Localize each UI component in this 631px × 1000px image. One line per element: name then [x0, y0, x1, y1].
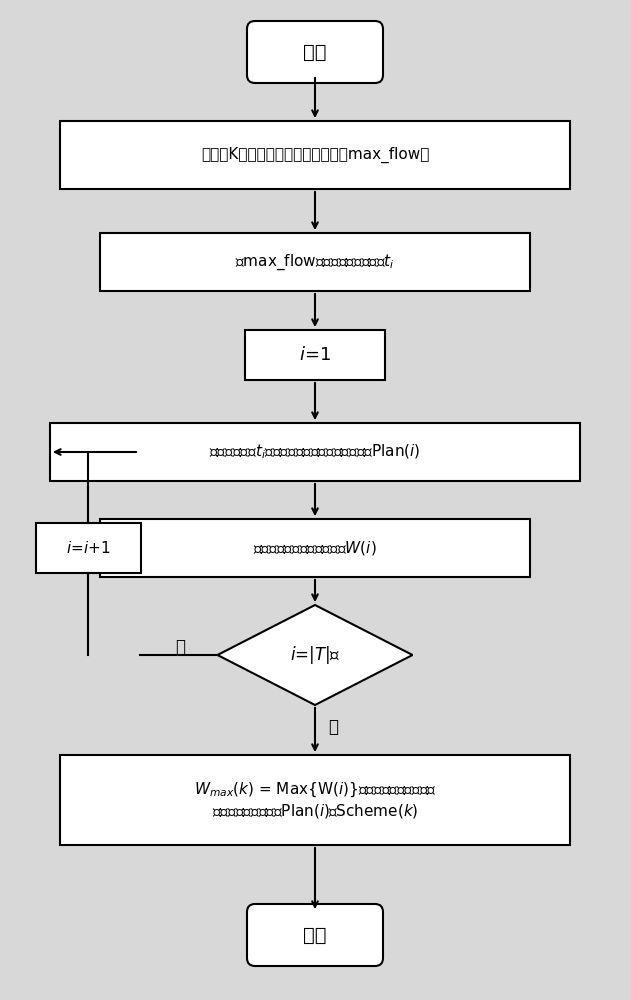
Text: 结束: 结束 — [304, 926, 327, 944]
Bar — [60, 121, 570, 189]
Bar — [100, 519, 530, 577]
Bar — [245, 330, 385, 380]
Text: $i$=1: $i$=1 — [299, 346, 331, 364]
Bar — [50, 423, 580, 481]
Text: 计算此时网络吞吐量，存入$W$($i$): 计算此时网络吞吐量，存入$W$($i$) — [253, 539, 377, 557]
Text: 开始: 开始 — [304, 42, 327, 62]
Text: 按照优先满足$t_i$最大流分配流量，分配方案记为Plan($i$): 按照优先满足$t_i$最大流分配流量，分配方案记为Plan($i$) — [209, 443, 421, 461]
Polygon shape — [218, 605, 413, 705]
Bar — [35, 523, 141, 573]
FancyBboxPatch shape — [247, 904, 383, 966]
Text: 是: 是 — [328, 718, 338, 736]
FancyBboxPatch shape — [247, 21, 383, 83]
Bar — [60, 755, 570, 845]
Text: 按max_flow值升序排列目的节点$t_i$: 按max_flow值升序排列目的节点$t_i$ — [235, 252, 395, 272]
Text: $W_{max}$($k$) = Max{W($i$)}，保存此吞吐量最大的
层最佳速率分配方案Plan($i$)为Scheme($k$): $W_{max}$($k$) = Max{W($i$)}，保存此吞吐量最大的 层… — [194, 780, 436, 820]
Text: 否: 否 — [175, 638, 185, 656]
Text: $i$=|$T$|？: $i$=|$T$|？ — [290, 644, 340, 666]
Text: 计算分K层时各目的节点最大流存入max_flow中: 计算分K层时各目的节点最大流存入max_flow中 — [201, 147, 429, 163]
Text: $i$=$i$+1: $i$=$i$+1 — [66, 540, 110, 556]
Bar — [100, 233, 530, 291]
